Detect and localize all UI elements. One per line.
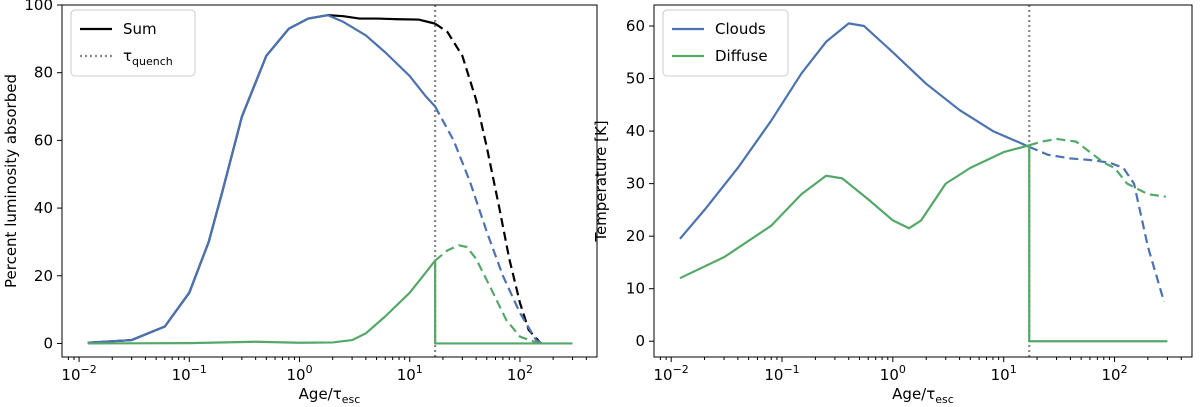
- legend-box: [70, 9, 196, 77]
- legend: Sum τquench: [70, 9, 196, 77]
- series-line-6: [434, 244, 540, 345]
- x-tick-label: 10−1: [172, 363, 207, 384]
- x-tick-label: 100: [286, 363, 312, 384]
- x-axis-label: Age/τesc: [892, 385, 954, 406]
- plot-frame: [61, 4, 598, 358]
- x-tick-label: 101: [991, 363, 1017, 384]
- y-tick-label: 60: [34, 131, 53, 149]
- legend-label: Sum: [123, 20, 157, 38]
- y-tick-label: 0: [635, 332, 645, 350]
- legend-label: Clouds: [715, 20, 766, 38]
- chart-panel-1: 10−2 10−1 100 101 102020406080100Age/τescPer…: [2, 0, 598, 406]
- x-tick-label: 10−2: [61, 363, 96, 384]
- y-axis-label: Temperature [K]: [592, 120, 610, 242]
- series-line-3: [87, 14, 436, 344]
- series-line-1: [679, 22, 1030, 240]
- series-group: [679, 5, 1168, 357]
- y-tick-label: 80: [34, 64, 53, 82]
- y-axis-label: Percent luminosity absorbed: [2, 74, 20, 288]
- x-tick-label: 10−1: [764, 363, 799, 384]
- legend-label: τquench: [123, 47, 173, 68]
- x-tick-label: 102: [507, 363, 533, 384]
- series-group: [87, 5, 573, 357]
- y-tick-label: 40: [626, 122, 645, 140]
- y-tick-label: 30: [626, 175, 645, 193]
- x-tick-label: 10−2: [654, 363, 689, 384]
- y-tick-label: 20: [626, 227, 645, 245]
- series-line-5: [87, 259, 573, 345]
- series-line-4: [434, 106, 543, 345]
- x-tick-label: 100: [880, 363, 906, 384]
- series-line-4: [1028, 137, 1166, 198]
- y-tick-label: 20: [34, 267, 53, 285]
- y-tick-label: 0: [43, 334, 53, 352]
- x-tick-label: 101: [397, 363, 423, 384]
- y-tick-label: 10: [626, 280, 645, 298]
- plot-frame: [653, 4, 1193, 358]
- y-tick-label: 50: [626, 70, 645, 88]
- y-tick-label: 40: [34, 199, 53, 217]
- x-axis-label: Age/τesc: [299, 385, 361, 406]
- legend: Clouds Diffuse: [662, 9, 789, 77]
- legend-box: [662, 9, 789, 77]
- x-tick-label: 102: [1101, 363, 1127, 384]
- series-line-3: [679, 144, 1168, 343]
- series-line-2: [434, 22, 541, 343]
- chart-panel-2: 10−2 10−1 100 101 1020102030405060Age/τescTe…: [592, 4, 1193, 406]
- series-line-2: [1028, 145, 1166, 303]
- y-tick-label: 100: [24, 0, 53, 14]
- y-tick-label: 60: [626, 17, 645, 35]
- legend-label: Diffuse: [715, 47, 768, 65]
